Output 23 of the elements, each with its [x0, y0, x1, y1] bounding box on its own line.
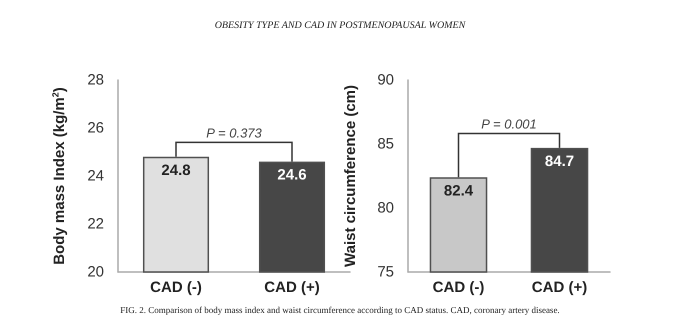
annotation: P = 0.001 [481, 116, 537, 132]
x-tick-label: CAD (+) [532, 279, 588, 296]
data-label: 24.6 [277, 166, 307, 184]
y-tick-label: 22 [87, 216, 104, 232]
x-tick-label: CAD (-) [432, 279, 484, 296]
chart-title: OBESITY TYPE AND CAD IN POSTMENOPAUSAL WOMEN [214, 20, 467, 31]
y-tick-label: 90 [377, 72, 394, 88]
caption: FIG. 2. Comparison of body mass index and waist circumference according to CAD status. CAD, coronary artery disease. [119, 305, 561, 315]
y-tick-label: 26 [87, 120, 104, 136]
x-tick-label: CAD (-) [150, 279, 202, 296]
x-tick-label: CAD (+) [264, 279, 320, 296]
y-tick-label: 85 [377, 136, 394, 152]
data-label: 84.7 [544, 152, 574, 170]
y-axis-title: Waist circumference (cm) [342, 84, 359, 268]
y-tick-label: 20 [87, 264, 104, 280]
data-label: 82.4 [444, 182, 474, 200]
data-label: 24.8 [161, 162, 191, 179]
y-axis-title: Body mass Index (kg/m2) [50, 87, 68, 265]
y-tick-label: 75 [377, 264, 394, 280]
y-tick-label: 24 [87, 168, 104, 184]
y-tick-label: 28 [87, 72, 104, 88]
annotation: P = 0.373 [206, 125, 263, 140]
y-tick-label: 80 [377, 200, 394, 216]
